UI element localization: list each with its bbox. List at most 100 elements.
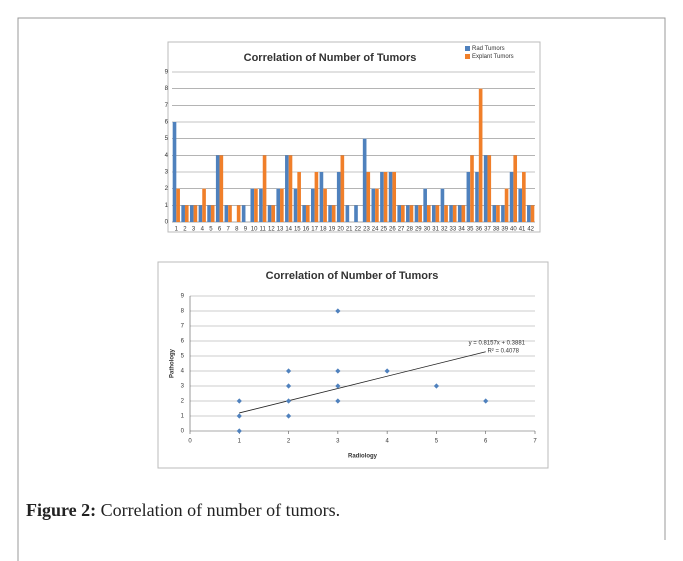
bar <box>440 188 445 222</box>
bar <box>319 172 324 222</box>
chart-title: Correlation of Number of Tumors <box>266 270 439 282</box>
y-tick-label: 3 <box>165 170 169 176</box>
bar <box>513 155 518 222</box>
point <box>335 383 341 389</box>
x-tick-label: 8 <box>235 227 239 233</box>
x-tick-label: 21 <box>346 227 353 233</box>
y-tick-label: 0 <box>181 429 185 435</box>
point <box>335 368 341 374</box>
x-tick-label: 5 <box>435 439 439 445</box>
bar <box>293 188 298 222</box>
bar <box>470 155 474 222</box>
bar <box>215 155 220 222</box>
bar <box>504 188 509 222</box>
x-tick-label: 10 <box>251 227 258 233</box>
bar <box>331 205 336 222</box>
legend-label: Explant Tumors <box>472 54 514 60</box>
x-tick-label: 4 <box>385 439 389 445</box>
bar <box>431 205 436 222</box>
y-tick-label: 2 <box>165 186 169 192</box>
y-tick-label: 1 <box>181 414 185 420</box>
x-tick-label: 23 <box>363 227 370 233</box>
bar <box>310 188 315 222</box>
legend-label: Rad Tumors <box>472 46 505 52</box>
chart-title: Correlation of Number of Tumors <box>244 52 417 64</box>
bar <box>475 172 479 222</box>
point <box>483 398 489 404</box>
bar <box>241 205 246 222</box>
bar <box>302 205 306 222</box>
bar <box>401 205 405 222</box>
bar <box>193 205 198 222</box>
x-tick-label: 5 <box>209 227 213 233</box>
caption: Figure 2: Correlation of number of tumor… <box>26 500 340 521</box>
x-tick-label: 32 <box>441 227 448 233</box>
x-tick-label: 3 <box>192 227 196 233</box>
bar <box>406 205 410 222</box>
x-tick-label: 38 <box>493 227 500 233</box>
bar <box>228 205 232 222</box>
bar <box>466 172 471 222</box>
bar <box>250 188 255 222</box>
point <box>335 398 341 404</box>
trendline <box>239 351 486 414</box>
x-tick-label: 37 <box>484 227 491 233</box>
bar <box>236 205 241 222</box>
bar <box>181 205 185 222</box>
x-tick-label: 31 <box>432 227 439 233</box>
bar <box>444 205 448 222</box>
y-tick-label: 8 <box>181 309 185 315</box>
bar <box>527 205 531 222</box>
x-tick-label: 22 <box>354 227 361 233</box>
bar <box>267 205 272 222</box>
bar <box>224 205 229 222</box>
bar <box>202 188 206 222</box>
bar <box>262 155 267 222</box>
y-tick-label: 2 <box>181 399 185 405</box>
bar <box>414 205 419 222</box>
bar <box>371 188 376 222</box>
bar <box>435 205 440 222</box>
bar <box>492 205 497 222</box>
bar <box>388 172 393 222</box>
bar <box>366 172 371 222</box>
x-tick-label: 6 <box>484 439 488 445</box>
bar <box>285 155 289 222</box>
y-tick-label: 6 <box>181 339 185 345</box>
bar <box>501 205 505 222</box>
y-axis-label: Pathology <box>170 348 176 378</box>
x-tick-label: 17 <box>311 227 318 233</box>
bar <box>305 205 310 222</box>
x-tick-label: 1 <box>238 439 242 445</box>
point <box>236 413 242 419</box>
bar <box>172 122 177 222</box>
bar <box>457 205 462 222</box>
bar <box>397 205 402 222</box>
x-tick-label: 35 <box>467 227 474 233</box>
bar <box>426 205 431 222</box>
x-tick-label: 26 <box>389 227 396 233</box>
x-tick-label: 0 <box>188 439 192 445</box>
x-tick-label: 1 <box>175 227 179 233</box>
bar <box>314 172 319 222</box>
bar <box>345 205 350 222</box>
bar <box>380 172 384 222</box>
point <box>384 368 390 374</box>
trendline-equation: y = 0.8157x + 0.3881 <box>469 341 526 347</box>
y-tick-label: 4 <box>165 153 169 159</box>
bar <box>392 172 397 222</box>
frame <box>17 17 666 561</box>
caption-text: Correlation of number of tumors. <box>100 500 341 520</box>
x-tick-label: 4 <box>201 227 205 233</box>
y-tick-label: 4 <box>181 369 185 375</box>
bar <box>210 205 215 222</box>
bar <box>259 188 263 222</box>
bar <box>198 205 203 222</box>
x-tick-label: 19 <box>329 227 336 233</box>
x-tick-label: 40 <box>510 227 517 233</box>
x-tick-label: 11 <box>260 227 267 233</box>
x-tick-label: 7 <box>227 227 231 233</box>
bar <box>530 205 535 222</box>
bar <box>219 155 224 222</box>
